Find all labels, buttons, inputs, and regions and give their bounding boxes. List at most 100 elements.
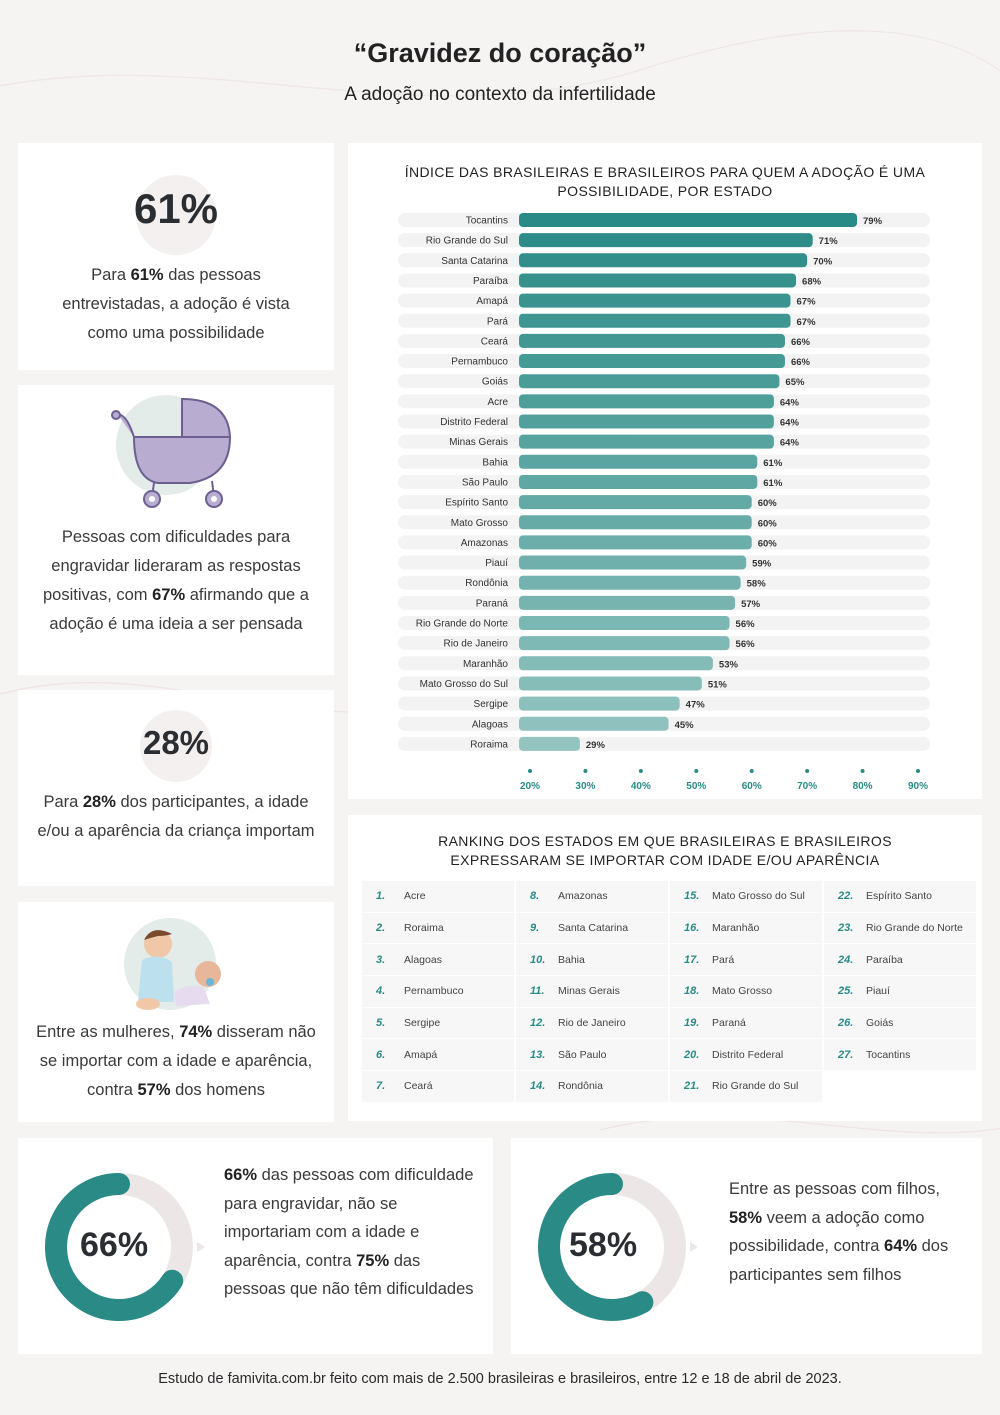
- donut-right-text: Entre as pessoas com filhos, 58% veem a …: [729, 1175, 961, 1289]
- donut-arc: [45, 1173, 184, 1321]
- ranking-item: 12. Rio de Janeiro: [516, 1007, 668, 1040]
- ranking-item: 23. Rio Grande do Norte: [824, 912, 976, 945]
- ranking-number: 2.: [376, 922, 386, 935]
- x-tick-label: 30%: [575, 781, 595, 792]
- x-tick-dot: [860, 769, 865, 774]
- ranking-item: 13. São Paulo: [516, 1039, 668, 1072]
- bar: [519, 495, 752, 510]
- donut-pointer: [197, 1242, 205, 1252]
- women-text-e: dos homens: [170, 1081, 265, 1099]
- bar-value-label: 53%: [719, 659, 739, 670]
- donut-left-text-d: das pessoas que não têm dificuldades: [224, 1251, 474, 1299]
- ranking-number: 23.: [838, 922, 854, 935]
- bar-category-label: Distrito Federal: [440, 417, 508, 428]
- chart-title: ÍNDICE DAS BRASILEIRAS E BRASILEIROS PAR…: [404, 164, 926, 199]
- ranking-item: 10. Bahia: [516, 944, 668, 977]
- bar-value-label: 71%: [819, 236, 839, 247]
- ranking-state: Ceará: [404, 1080, 433, 1093]
- ranking-state: Tocantins: [866, 1048, 911, 1061]
- bar: [519, 414, 774, 429]
- card-difficulty: Pessoas com dificuldades para engravidar…: [18, 385, 334, 675]
- ranking-number: 10.: [530, 953, 546, 966]
- bar-category-label: Maranhão: [463, 659, 508, 670]
- bar-value-label: 56%: [736, 619, 756, 630]
- possibility-text-b: 61%: [130, 266, 164, 284]
- women-text: Entre as mulheres, 74% disseram não se i…: [32, 1018, 320, 1105]
- ranking-item: 9. Santa Catarina: [516, 912, 668, 945]
- bar-category-label: Rio Grande do Norte: [416, 619, 509, 630]
- ranking-state: Sergipe: [404, 1017, 441, 1030]
- donut-card-left: 66% 66% das pessoas com dificuldade para…: [18, 1138, 493, 1354]
- bar: [519, 555, 747, 570]
- bar: [519, 716, 669, 731]
- possibility-text-a: Para: [91, 266, 131, 284]
- bar-value-label: 61%: [763, 458, 783, 469]
- ranking-item: 26. Goiás: [824, 1007, 976, 1040]
- bar-value-label: 64%: [780, 418, 800, 429]
- ranking-item: 5. Sergipe: [362, 1007, 514, 1040]
- age-text-c: dos participantes, a idade e/ou a aparên…: [37, 793, 315, 840]
- bar-category-label: Paraná: [476, 598, 509, 609]
- age-text-b: 28%: [82, 793, 116, 811]
- bar-category-label: Rio de Janeiro: [444, 639, 509, 650]
- bar-value-label: 58%: [747, 579, 767, 590]
- bar-value-label: 29%: [586, 740, 606, 751]
- donut-chart-right: [538, 1173, 698, 1321]
- age-text: Para 28% dos participantes, a idade e/ou…: [32, 788, 320, 846]
- ranking-number: 14.: [530, 1080, 546, 1093]
- x-tick-dot: [583, 769, 588, 774]
- x-tick-label: 50%: [686, 781, 706, 792]
- ranking-item: 21. Rio Grande do Sul: [670, 1071, 822, 1103]
- women-text-d: 57%: [137, 1081, 171, 1099]
- bar-value-label: 60%: [758, 538, 778, 549]
- ranking-number: 21.: [684, 1080, 700, 1093]
- bar: [519, 676, 702, 691]
- babies-illustration-icon: [124, 918, 221, 1010]
- chart-card: ÍNDICE DAS BRASILEIRAS E BRASILEIROS PAR…: [348, 143, 982, 799]
- donut-left-text: 66% das pessoas com dificuldade para eng…: [224, 1161, 480, 1304]
- ranking-state: Distrito Federal: [712, 1048, 784, 1061]
- ranking-item: 8. Amazonas: [516, 881, 668, 913]
- ranking-number: 15.: [684, 890, 700, 903]
- ranking-number: 1.: [376, 890, 386, 903]
- women-text-a: Entre as mulheres,: [36, 1023, 180, 1041]
- bar-value-label: 64%: [780, 438, 800, 449]
- ranking-state: Santa Catarina: [558, 922, 629, 935]
- ranking-number: 6.: [376, 1048, 386, 1061]
- ranking-number: 22.: [838, 890, 854, 903]
- x-tick-dot: [528, 769, 532, 774]
- bar: [519, 575, 741, 590]
- ranking-number: 25.: [838, 985, 854, 998]
- ranking-number: 19.: [684, 1017, 700, 1030]
- bar-category-label: Espírito Santo: [445, 498, 508, 509]
- bar-value-label: 79%: [863, 216, 883, 227]
- bar: [519, 616, 730, 630]
- bar: [519, 636, 730, 651]
- bar-category-label: Piauí: [485, 558, 508, 569]
- ranking-number: 12.: [530, 1017, 546, 1030]
- bar-value-label: 60%: [758, 498, 778, 509]
- bar-category-label: Bahia: [482, 457, 508, 468]
- ranking-number: 13.: [530, 1048, 546, 1061]
- age-text-a: Para: [43, 793, 83, 811]
- bar: [519, 333, 785, 348]
- ranking-number: 7.: [376, 1080, 386, 1093]
- footer-source: Estudo de famivita.com.br feito com mais…: [158, 1371, 842, 1387]
- page-title: “Gravidez do coração”: [353, 38, 647, 68]
- ranking-item: 22. Espírito Santo: [824, 881, 976, 913]
- bar-category-label: Amapá: [476, 296, 508, 307]
- ranking-number: 8.: [530, 890, 540, 903]
- bar: [519, 394, 774, 409]
- ranking-state: Alagoas: [404, 953, 442, 966]
- donut-right-text-c: veem a adoção como possibilidade, contra: [729, 1208, 925, 1256]
- ranking-column: 8. Amazonas 9. Santa Catarina 10. Bahia 11. Min…: [516, 881, 668, 1103]
- bar-value-label: 67%: [797, 297, 817, 308]
- bar: [519, 515, 752, 530]
- ranking-number: 26.: [838, 1017, 854, 1030]
- difficulty-text: Pessoas com dificuldades para engravidar…: [36, 523, 316, 639]
- bar-category-label: Pará: [487, 316, 509, 327]
- possibility-percent: 61%: [133, 185, 219, 232]
- x-tick-label: 60%: [742, 781, 762, 792]
- ranking-state: Espírito Santo: [866, 890, 932, 903]
- ranking-number: 24.: [838, 953, 854, 966]
